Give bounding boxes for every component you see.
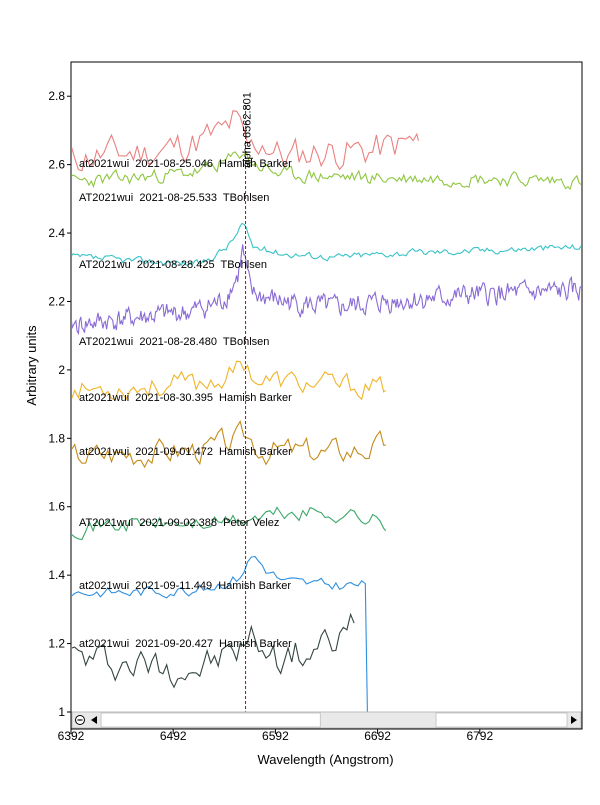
scrollbar-thumb[interactable] (100, 712, 321, 728)
y-tick-label: 1.8 (48, 431, 65, 445)
scrollbar-thumb-right[interactable] (435, 712, 568, 728)
x-tick-label: 6692 (364, 729, 391, 743)
series-line-8 (72, 555, 368, 712)
arrow-right-icon[interactable] (571, 716, 577, 724)
series-label-8: at2021wui 2021-09-11.449 Hamish Barker (79, 580, 291, 592)
series-line-9 (72, 612, 355, 689)
y-tick-label: 2.4 (48, 226, 65, 240)
series-line-2 (72, 151, 581, 191)
series-line-4 (72, 244, 581, 336)
plot-frame (70, 61, 583, 730)
x-tick-label: 6592 (262, 729, 289, 743)
y-tick-label: 1.6 (48, 500, 65, 514)
series-label-5: at2021wui 2021-08-30.395 Hamish Barker (79, 392, 292, 404)
series-label-6: at2021wui 2021-09-01.472 Hamish Barker (79, 446, 292, 458)
series-line-6 (72, 419, 386, 469)
y-tick-label: 2.6 (48, 158, 65, 172)
series-line-3 (72, 222, 581, 266)
y-axis-label: Arbitrary units (24, 325, 39, 406)
y-tick-label: 2.8 (48, 89, 65, 103)
y-tick-label: 1.4 (48, 568, 65, 582)
series-line-7 (72, 506, 387, 541)
arrow-left-icon[interactable] (91, 716, 97, 724)
series-label-3: AT2021wu 2021-08-28.425 TBohlsen (79, 259, 267, 271)
y-tick-label: 1.2 (48, 637, 65, 651)
x-tick-label: 6392 (58, 729, 85, 743)
x-tick-label: 6792 (466, 729, 493, 743)
y-tick-label: 1 (58, 705, 65, 719)
reference-line-label: alpha 6562.801 (242, 92, 254, 168)
series-label-9: at2021wui 2021-09-20.427 Hamish Barker (79, 638, 292, 650)
series-label-2: AT2021wui 2021-08-25.533 TBohlsen (79, 192, 269, 204)
x-tick-label: 6492 (160, 729, 187, 743)
x-axis-label: Wavelength (Angstrom) (257, 752, 393, 767)
y-tick-label: 2.2 (48, 294, 65, 308)
series-line-5 (72, 360, 387, 401)
series-label-7: AT2021wui 2021-09-02.388 Peter Velez (79, 517, 279, 529)
series-label-4: AT2021wui 2021-08-28.480 TBohlsen (79, 336, 269, 348)
y-tick-label: 2 (58, 363, 65, 377)
series-label-1: at2021wui 2021-08-25.046 Hamish Barker (79, 158, 292, 170)
